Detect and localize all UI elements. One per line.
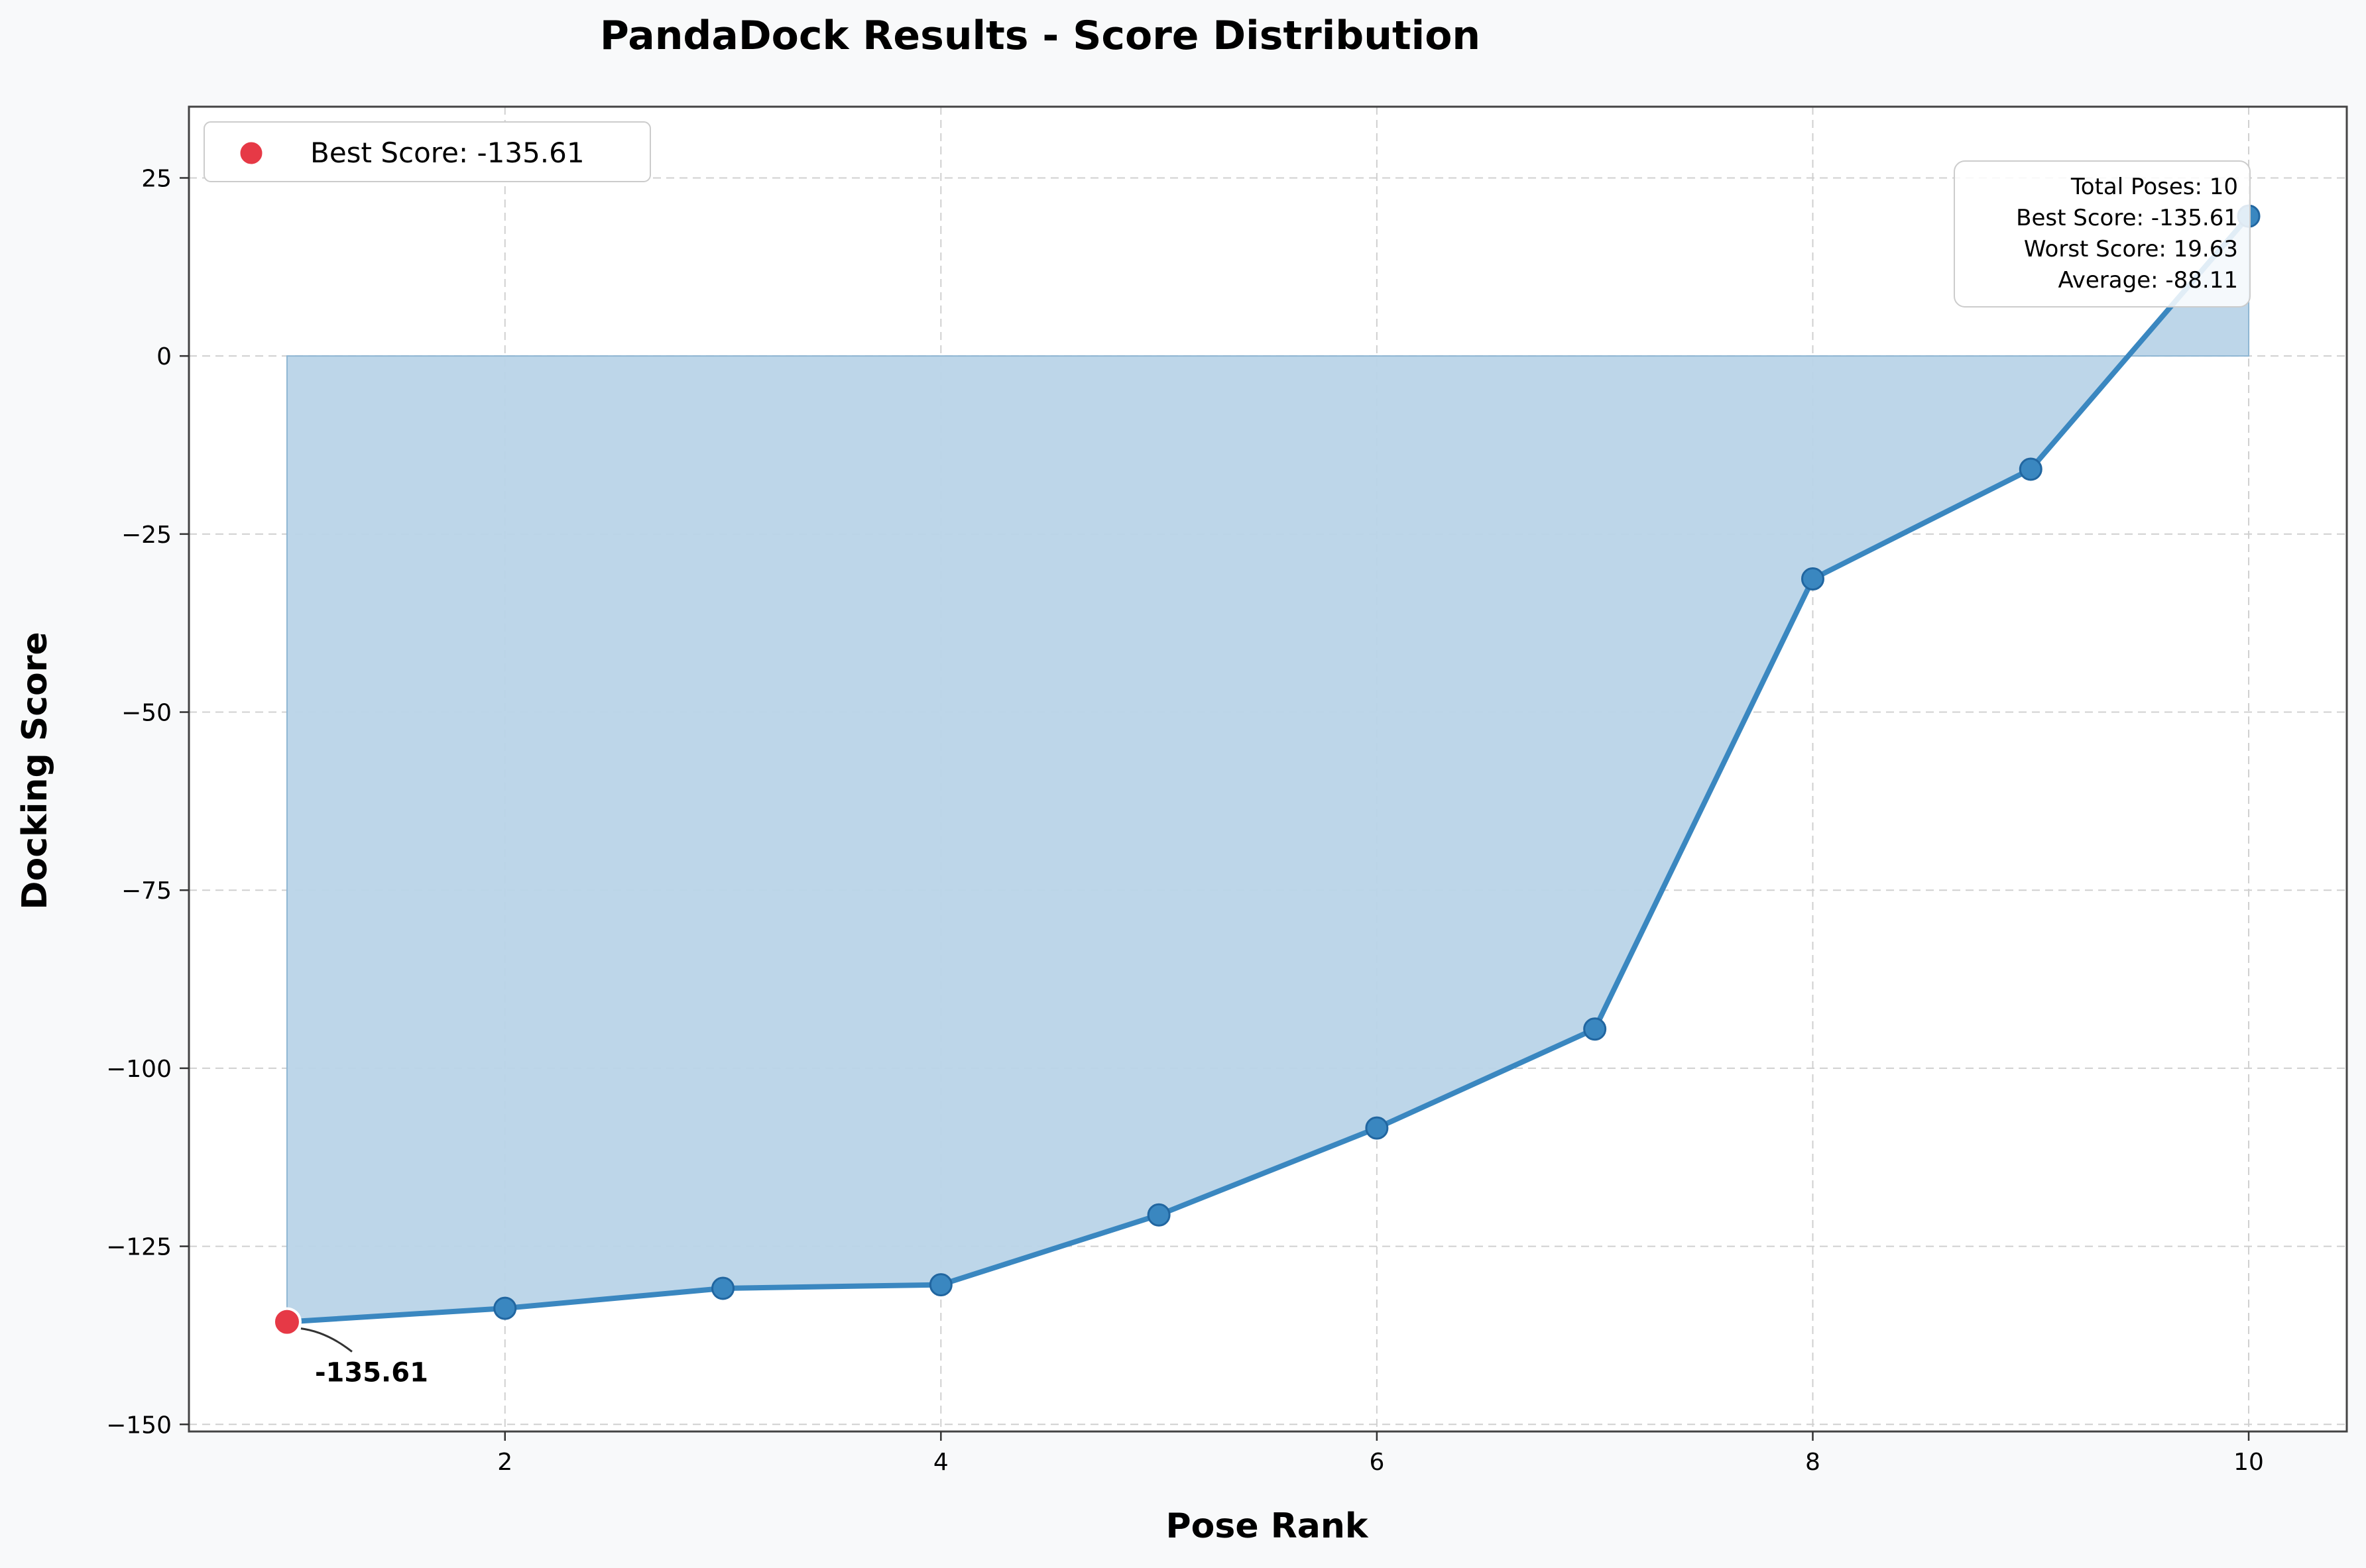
y-tick-label: −25 xyxy=(121,522,172,549)
plot-frame xyxy=(188,105,2348,1433)
stats-total-poses: Total Poses: 10 xyxy=(2070,174,2238,200)
legend-entry-best: Best Score: -135.61 xyxy=(310,137,585,169)
data-point xyxy=(493,1296,517,1320)
best-annotation: -135.61 xyxy=(300,1327,428,1388)
data-point xyxy=(1801,567,1824,591)
legend-box xyxy=(204,121,651,182)
best-score-point xyxy=(272,1307,302,1337)
stats-average: Average: -88.11 xyxy=(2058,267,2239,294)
data-point xyxy=(1583,1017,1607,1041)
stats-best-score: Best Score: -135.61 xyxy=(2016,205,2238,231)
x-tick-label: 2 xyxy=(497,1449,512,1476)
y-tick-label: −75 xyxy=(121,877,172,905)
data-point xyxy=(929,1273,953,1297)
stats-worst-score: Worst Score: 19.63 xyxy=(2024,236,2238,262)
data-point xyxy=(1365,1116,1389,1140)
x-tick-label: 4 xyxy=(933,1449,949,1476)
y-tick-label: −100 xyxy=(106,1056,172,1083)
y-tick-label: 0 xyxy=(156,343,172,370)
x-axis: 2 4 6 8 10 xyxy=(497,1431,2264,1476)
legend-marker-best xyxy=(238,140,265,166)
data-point xyxy=(1147,1203,1171,1227)
stats-box: Total Poses: 10 Best Score: -135.61 Wors… xyxy=(1954,160,2251,308)
stats-box-frame xyxy=(1954,160,2251,308)
series-line-path xyxy=(284,213,2252,1325)
chart-title: PandaDock Results - Score Distribution xyxy=(600,13,1480,59)
y-tick-label: 25 xyxy=(141,165,172,192)
y-tick-label: −125 xyxy=(106,1234,172,1261)
x-tick-label: 6 xyxy=(1369,1449,1384,1476)
data-point xyxy=(711,1276,735,1300)
data-point xyxy=(2019,457,2042,481)
y-tick-label: −50 xyxy=(121,700,172,727)
x-axis-label: Pose Rank xyxy=(1166,1506,1369,1546)
y-axis: 25 0 −25 −50 −75 −100 −125 −150 xyxy=(106,165,189,1439)
best-score-annotation: -135.61 xyxy=(315,1358,428,1388)
series-line xyxy=(284,213,2252,1325)
y-axis-label: Docking Score xyxy=(15,632,55,909)
annotation-arrow xyxy=(300,1327,353,1353)
x-tick-label: 8 xyxy=(1805,1449,1820,1476)
y-tick-label: −150 xyxy=(106,1412,172,1439)
legend: Best Score: -135.61 xyxy=(204,121,651,182)
x-tick-label: 10 xyxy=(2233,1449,2264,1476)
